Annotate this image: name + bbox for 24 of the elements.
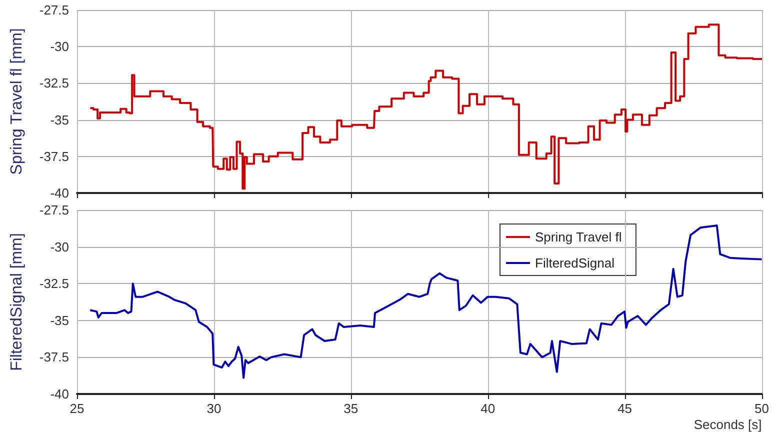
y-tick-label: -40 xyxy=(50,186,69,200)
y-tick-label: -27.5 xyxy=(39,202,69,218)
x-tick-label: 25 xyxy=(70,401,84,416)
legend-label: FilteredSignal xyxy=(535,256,615,270)
legend-label: Spring Travel fl xyxy=(535,230,622,244)
y-axis-title: Spring Travel fl [mm] xyxy=(8,28,26,175)
y-tick-label: -40 xyxy=(50,386,69,402)
y-tick-label: -37.5 xyxy=(39,350,69,365)
y-tick-label: -32.5 xyxy=(39,76,69,91)
y-tick-label: -30 xyxy=(50,39,69,54)
x-tick-label: 45 xyxy=(618,401,632,416)
x-axis-title: Seconds [s] xyxy=(694,417,762,432)
y-tick-label: -27.5 xyxy=(39,2,69,18)
y-tick-label: -35 xyxy=(50,312,69,328)
x-tick-label: 50 xyxy=(754,401,770,416)
x-tick-label: 40 xyxy=(480,401,496,416)
y-tick-label: -32.5 xyxy=(39,276,69,292)
y-tick-label: -30 xyxy=(50,239,69,254)
y-tick-label: -35 xyxy=(50,112,69,128)
y-axis-title: FilteredSignal [mm] xyxy=(8,233,26,371)
line-series xyxy=(89,224,763,379)
y-tick-label: -37.5 xyxy=(39,148,69,164)
x-tick-label: 35 xyxy=(344,401,358,416)
x-tick-label: 30 xyxy=(206,401,222,416)
